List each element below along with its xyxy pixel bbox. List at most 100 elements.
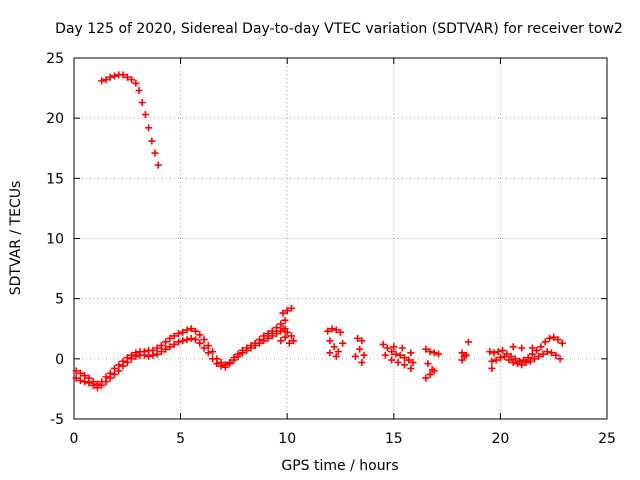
data-point (213, 360, 221, 368)
data-point (148, 137, 156, 145)
data-point (492, 356, 500, 364)
data-point (221, 363, 229, 371)
data-point (102, 378, 110, 386)
data-point (183, 336, 191, 344)
data-point (430, 367, 438, 375)
data-point (132, 79, 140, 87)
data-point (290, 337, 298, 345)
data-point (268, 332, 276, 340)
data-point (513, 360, 521, 368)
data-point (407, 364, 415, 372)
data-point (119, 71, 127, 79)
y-tick-label: -5 (50, 412, 64, 428)
data-point (140, 351, 148, 359)
data-point (81, 378, 89, 386)
data-point (153, 350, 161, 358)
data-point (528, 344, 536, 352)
data-point (85, 379, 93, 387)
x-tick-label: 20 (491, 431, 509, 447)
data-point (496, 354, 504, 362)
data-point (154, 161, 162, 169)
grid (74, 58, 607, 419)
data-point (128, 76, 136, 84)
data-point (183, 326, 191, 334)
data-point (111, 364, 119, 372)
data-point (174, 330, 182, 338)
data-point (174, 338, 182, 346)
data-point (157, 342, 165, 350)
data-point (490, 349, 498, 357)
series-cluster-20-23h (486, 333, 566, 372)
data-point (287, 304, 295, 312)
data-point (518, 361, 526, 369)
data-point (115, 361, 123, 369)
y-tick-label: 0 (55, 352, 64, 368)
data-point (179, 328, 187, 336)
data-point (72, 367, 80, 375)
x-tick-label: 5 (176, 431, 185, 447)
data-point (354, 334, 362, 342)
data-point (462, 351, 470, 359)
data-point (392, 350, 400, 358)
data-point (72, 374, 80, 382)
data-point (277, 337, 285, 345)
data-point (337, 328, 344, 336)
data-point (76, 376, 84, 384)
data-point (381, 351, 389, 359)
series-main-track-b (72, 325, 289, 392)
data-point (332, 352, 340, 360)
axis-ticks: 0 5 10 15 20 25 -5 0 5 10 15 20 25 (46, 51, 616, 447)
data-point (200, 344, 208, 352)
data-point (464, 338, 472, 346)
data-point (383, 344, 391, 352)
data-point (505, 356, 513, 364)
data-point (422, 374, 430, 382)
data-point (379, 340, 387, 348)
data-point (388, 348, 396, 356)
data-point (162, 338, 170, 346)
data-point (209, 348, 217, 356)
series-cluster-18h (458, 338, 472, 364)
y-tick-label: 10 (46, 232, 64, 248)
data-point (98, 77, 106, 85)
data-point (488, 357, 496, 365)
x-tick-label: 25 (598, 431, 616, 447)
data-point (283, 328, 291, 336)
y-axis-label: SDTVAR / TECUs (8, 181, 24, 296)
data-point (279, 325, 287, 333)
data-point (407, 349, 415, 357)
data-point (351, 352, 359, 360)
data-point (358, 358, 366, 366)
data-point (285, 339, 293, 347)
data-point (509, 358, 517, 366)
data-point (360, 351, 368, 359)
data-point (358, 337, 366, 345)
data-point (501, 352, 509, 360)
data-point (119, 362, 127, 370)
data-point (128, 355, 136, 363)
data-point (328, 325, 336, 333)
data-point (151, 149, 159, 157)
data-point (162, 345, 170, 353)
data-point (326, 337, 334, 345)
data-points (72, 71, 566, 392)
data-point (548, 349, 556, 357)
data-point (153, 344, 161, 352)
y-tick-label: 25 (46, 51, 64, 67)
data-point (166, 343, 174, 351)
data-point (145, 124, 153, 132)
data-point (98, 381, 106, 389)
data-point (277, 320, 285, 328)
data-point (102, 76, 110, 84)
data-point (170, 340, 178, 348)
data-point (388, 356, 396, 364)
data-point (400, 354, 408, 362)
data-point (509, 343, 517, 351)
data-point (200, 336, 208, 344)
data-point (324, 327, 332, 335)
data-point (422, 345, 430, 353)
data-point (531, 355, 539, 363)
data-point (157, 348, 165, 356)
data-point (558, 339, 566, 347)
data-point (166, 334, 174, 342)
